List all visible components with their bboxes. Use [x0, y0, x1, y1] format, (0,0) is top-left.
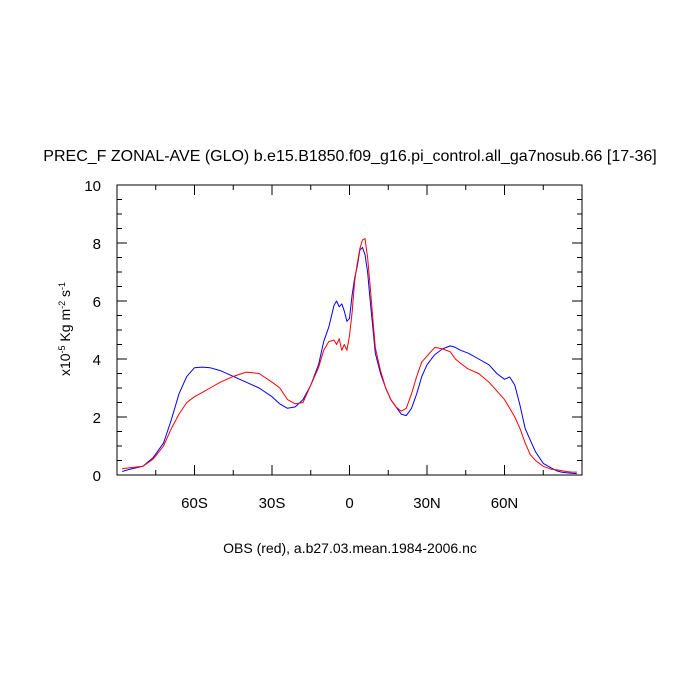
y-tick-label-5: 10: [84, 178, 101, 195]
tick-labels: 60S 30S 0 30N 60N 0 2 4 6 8 10: [84, 178, 518, 512]
x-tick-label-2: 0: [345, 495, 353, 512]
series-layer: [122, 238, 577, 475]
chart-footer-note: OBS (red), a.b27.03.mean.1984-2006.nc: [223, 540, 477, 556]
y-axis-label: x10-5 Kg m-2 s-1: [57, 282, 73, 376]
y-tick-label-4: 8: [93, 236, 101, 253]
y-tick-label-3: 6: [93, 294, 101, 311]
series-line-1: [122, 238, 577, 473]
y-tick-label-0: 0: [93, 468, 101, 485]
chart-title: PREC_F ZONAL-AVE (GLO) b.e15.B1850.f09_g…: [43, 148, 656, 165]
plot-frame: [116, 184, 583, 476]
x-tick-label-3: 30N: [413, 495, 441, 512]
x-tick-label-0: 60S: [181, 495, 208, 512]
series-line-0: [122, 246, 577, 475]
x-tick-label-1: 30S: [259, 495, 286, 512]
axis-ticks: [117, 184, 582, 476]
x-tick-label-4: 60N: [491, 495, 519, 512]
y-tick-label-1: 2: [93, 410, 101, 427]
y-tick-label-2: 4: [93, 352, 101, 369]
